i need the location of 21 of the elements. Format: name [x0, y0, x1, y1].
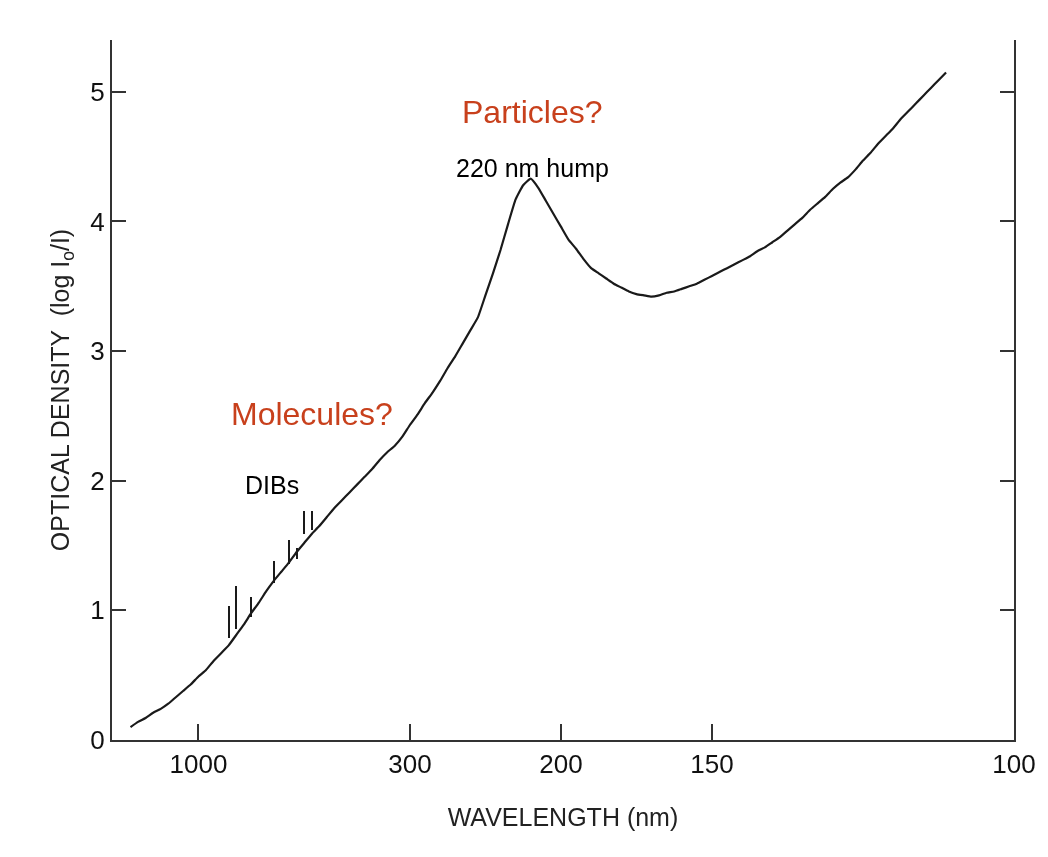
y-tick-label: 2: [90, 465, 105, 496]
bar: [228, 606, 230, 638]
bar: [235, 586, 237, 629]
annotation: DIBs: [245, 471, 300, 499]
x-axis-title: WAVELENGTH (nm): [447, 802, 679, 831]
bar: [311, 511, 313, 530]
x-tick-label: 300: [388, 749, 432, 780]
x-tick-label: 200: [539, 749, 583, 780]
x-tick-label: 1000: [169, 749, 228, 780]
x-tick-label: 100: [992, 749, 1036, 780]
y-tick-label: 3: [90, 336, 105, 367]
bar: [303, 511, 305, 534]
annotation: Particles?: [462, 94, 603, 130]
y-tick-label: 0: [90, 725, 105, 756]
x-tick-label: 150: [690, 749, 734, 780]
y-tick-label: 5: [90, 76, 105, 107]
annotation: 220 nm hump: [456, 154, 609, 182]
annotation: Molecules?: [231, 396, 393, 432]
y-tick-label: 1: [90, 595, 105, 626]
line-series: [129, 71, 948, 729]
y-tick-label: 4: [90, 206, 105, 237]
